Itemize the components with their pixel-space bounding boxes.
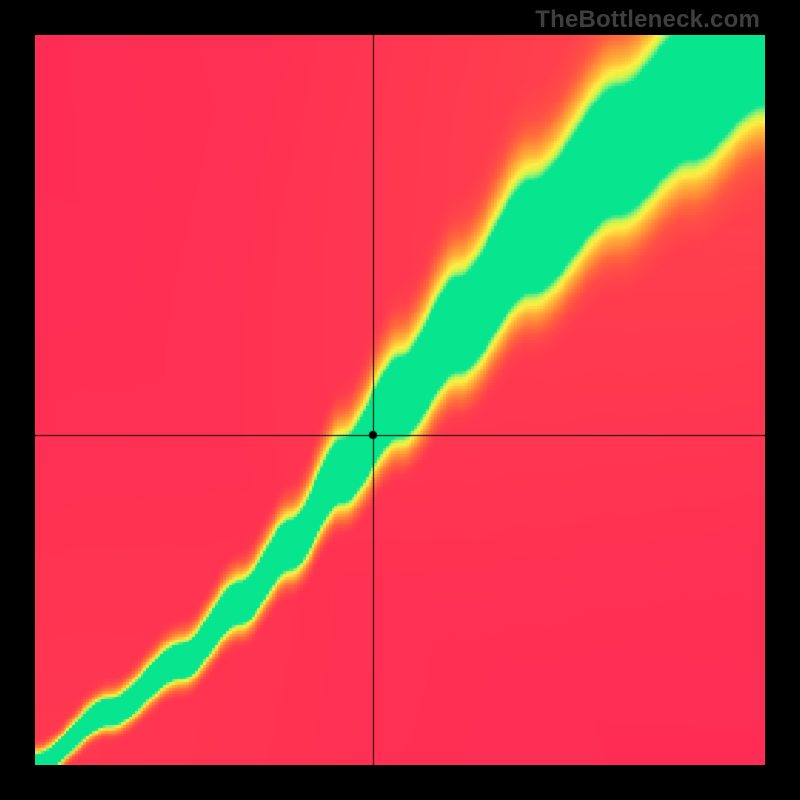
chart-frame: TheBottleneck.com <box>0 0 800 800</box>
watermark-text: TheBottleneck.com <box>535 6 760 34</box>
bottleneck-heatmap <box>35 35 765 765</box>
